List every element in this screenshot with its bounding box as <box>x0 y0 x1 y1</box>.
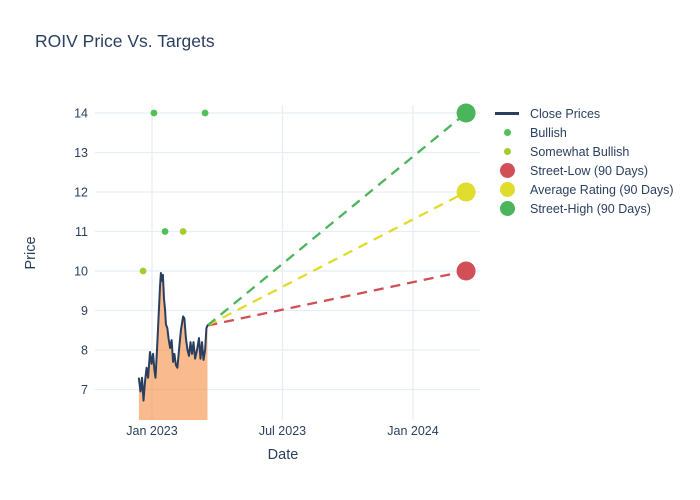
x-tick-label: Jul 2023 <box>259 424 306 438</box>
legend-dot-icon <box>489 163 525 178</box>
legend-dot-icon <box>489 129 525 136</box>
y-tick-label: 9 <box>81 304 88 318</box>
y-tick-label: 14 <box>74 107 88 121</box>
bullish-point <box>150 109 158 117</box>
legend-item-close-prices[interactable]: Close Prices <box>489 104 674 123</box>
legend-item-bullish[interactable]: Bullish <box>489 123 674 142</box>
x-tick-label: Jan 2023 <box>126 424 177 438</box>
legend-dot-icon <box>489 201 525 216</box>
legend-item-average-rating-90-days[interactable]: Average Rating (90 Days) <box>489 180 674 199</box>
somewhat-bullish-point <box>139 267 147 275</box>
legend-item-somewhat-bullish[interactable]: Somewhat Bullish <box>489 142 674 161</box>
y-tick-label: 11 <box>75 225 88 239</box>
somewhat-bullish-point <box>179 228 187 235</box>
y-tick-label: 12 <box>74 186 88 200</box>
legend-item-label: Bullish <box>530 125 567 140</box>
target-dashed-line <box>206 112 467 327</box>
chart-title: ROIV Price Vs. Targets <box>35 31 215 51</box>
average-rating-90-days-marker <box>456 182 476 202</box>
legend: Close Prices Bullish Somewhat Bullish Stree… <box>489 104 674 218</box>
street-low-90-days-marker <box>456 261 476 281</box>
legend-item-label: Somewhat Bullish <box>530 144 630 159</box>
legend-item-street-high-90-days[interactable]: Street-High (90 Days) <box>489 199 674 218</box>
y-tick-label: 8 <box>81 344 88 358</box>
legend-dot-icon <box>489 182 525 197</box>
legend-line-swatch-icon <box>489 112 525 115</box>
x-tick-label: Jan 2024 <box>387 424 438 438</box>
y-tick-label: 10 <box>74 265 88 279</box>
bullish-point <box>201 109 209 117</box>
bullish-point <box>161 228 169 235</box>
legend-item-label: Street-High (90 Days) <box>530 201 651 216</box>
legend-item-label: Average Rating (90 Days) <box>530 182 674 197</box>
close-price-line <box>137 272 209 402</box>
legend-item-label: Close Prices <box>530 106 601 121</box>
y-axis-title: Price <box>23 236 39 270</box>
close-price-fill-area <box>138 273 208 420</box>
y-tick-label: 7 <box>81 383 88 397</box>
street-high-90-days-marker <box>456 103 476 123</box>
target-dashed-line <box>206 190 467 327</box>
legend-item-street-low-90-days[interactable]: Street-Low (90 Days) <box>489 161 674 180</box>
legend-dot-icon <box>489 148 525 155</box>
target-dashed-line <box>207 269 467 327</box>
y-tick-label: 13 <box>74 146 88 160</box>
legend-item-label: Street-Low (90 Days) <box>530 163 649 178</box>
x-axis-title: Date <box>267 447 299 463</box>
